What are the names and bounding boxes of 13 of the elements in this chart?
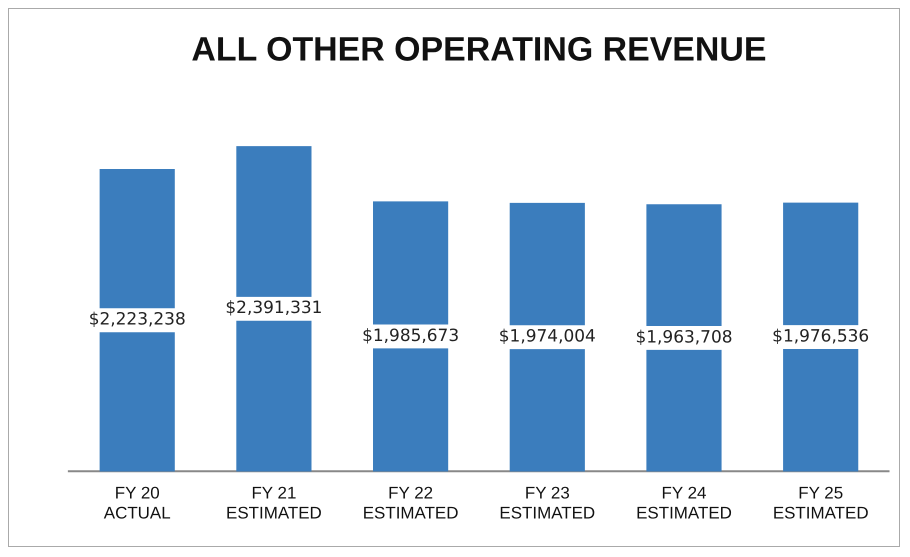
data-label: $1,963,708	[635, 326, 733, 346]
data-label: $2,391,331	[225, 297, 322, 318]
data-label: $2,223,238	[88, 308, 186, 329]
data-label: $1,976,536	[772, 325, 870, 346]
data-label: $1,974,004	[498, 326, 596, 346]
x-tick-label: FY 22 ESTIMATED	[362, 483, 458, 523]
x-tick-label: FY 20 ACTUAL	[104, 483, 171, 523]
x-tick-label: FY 25 ESTIMATED	[772, 483, 869, 523]
chart-title: ALL OTHER OPERATING REVENUE	[191, 30, 766, 69]
x-tick-label: FY 23 ESTIMATED	[499, 483, 596, 523]
data-label: $1,985,673	[362, 324, 460, 345]
x-tick-label: FY 21 ESTIMATED	[226, 483, 322, 523]
x-tick-label: FY 24 ESTIMATED	[636, 483, 732, 523]
